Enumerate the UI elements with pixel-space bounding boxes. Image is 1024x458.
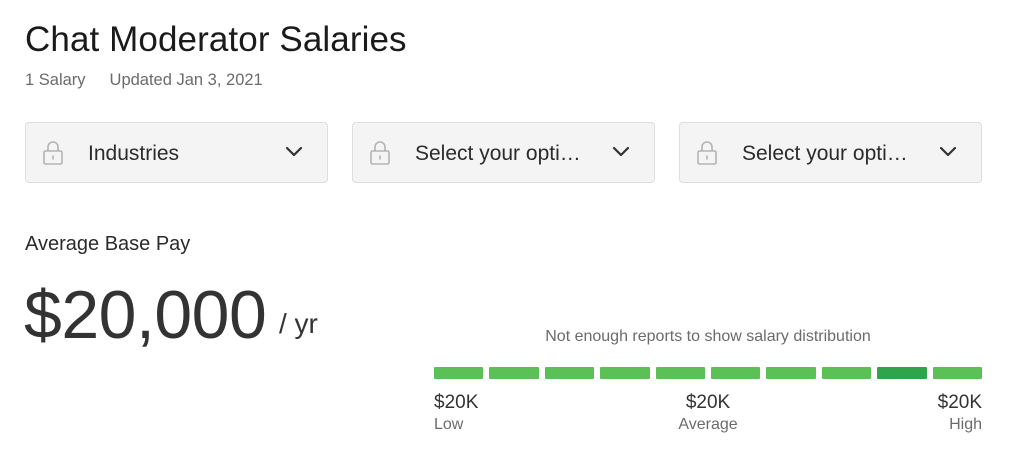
distribution-segment [544,367,595,379]
updated-date: Updated Jan 3, 2021 [109,71,263,89]
salary-distribution-bar [434,367,983,379]
distribution-segment [877,367,927,379]
low-caption: Low [434,416,464,433]
filter-option-2-dropdown[interactable]: Select your opti… [352,122,655,183]
distribution-segment [766,367,816,379]
filter-label: Select your opti… [415,142,581,165]
distribution-segment [821,367,872,379]
distribution-segment [489,367,539,379]
high-caption: High [949,416,982,433]
lock-icon [370,141,390,165]
filter-label: Industries [88,142,180,165]
chevron-down-icon [939,146,957,157]
pay-unit: / yr [279,308,318,339]
distribution-segment [600,367,650,379]
distribution-note: Not enough reports to show salary distri… [545,328,871,345]
salary-count: 1 Salary [25,71,86,89]
average-pay-label: Average Base Pay [25,233,191,255]
distribution-average: $20K Average [658,392,758,434]
average-pay-amount: $20,000 [24,277,267,353]
page-title: Chat Moderator Salaries [25,20,407,59]
average-amount: $20K [685,392,731,413]
distribution-low: $20K Low [434,392,478,434]
distribution-segment [434,367,484,379]
filter-option-3-dropdown[interactable]: Select your opti… [679,122,982,183]
filter-industries-dropdown[interactable]: Industries [25,122,328,183]
low-amount: $20K [434,392,479,413]
high-amount: $20K [937,392,982,413]
page-meta: 1 Salary Updated Jan 3, 2021 [25,71,263,90]
lock-icon [697,141,717,165]
average-caption: Average [678,416,738,433]
chevron-down-icon [285,146,303,157]
filter-label: Select your opti… [742,142,908,165]
distribution-segment [711,367,761,379]
distribution-high: $20K High [938,392,982,434]
chevron-down-icon [612,146,630,157]
distribution-segment [655,367,706,379]
lock-icon [43,141,63,165]
distribution-segment [932,367,983,379]
